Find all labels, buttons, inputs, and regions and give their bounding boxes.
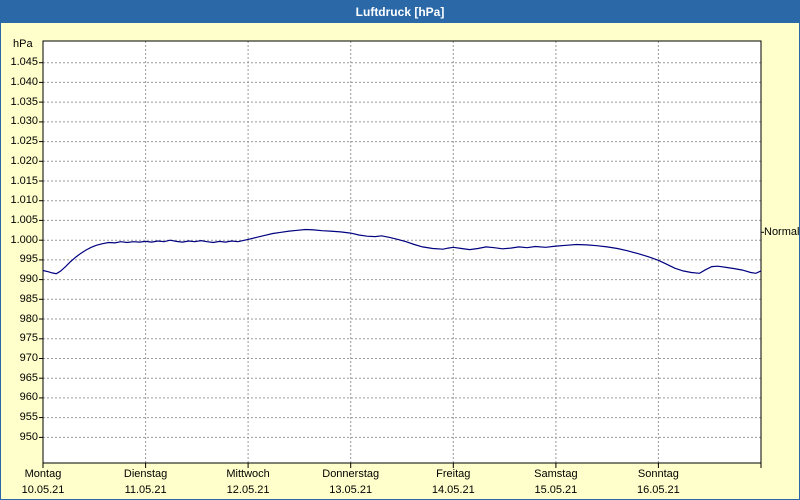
y-axis-tick-label: 955	[19, 411, 38, 424]
x-axis-day-label: Freitag	[436, 468, 471, 480]
x-axis-date-label: 16.05.21	[636, 484, 680, 496]
y-axis-tick-label: 995	[19, 253, 38, 266]
y-axis-tick-label: 1.015	[10, 174, 38, 187]
y-axis-tick-label: 1.005	[10, 213, 38, 226]
x-axis-day-label: Montag	[24, 468, 62, 480]
chart-title: Luftdruck [hPa]	[355, 5, 445, 19]
x-axis-day-label: Dienstag	[123, 468, 168, 480]
pressure-line	[42, 228, 762, 275]
plot-border	[42, 40, 762, 464]
x-axis-day-label: Samstag	[534, 468, 578, 480]
y-axis-tick-label: 970	[19, 352, 38, 364]
y-axis-tick-label: 1.035	[10, 95, 38, 108]
y-axis-tick-label: 1.030	[10, 115, 38, 128]
y-axis-tick-label: 990	[19, 273, 38, 286]
y-axis-tick-label: 960	[19, 391, 38, 404]
y-axis-tick-label: 1.000	[10, 233, 38, 246]
plot-area	[43, 41, 761, 463]
x-axis-date-label: 10.05.21	[21, 484, 65, 496]
x-axis-date-label: 12.05.21	[226, 484, 270, 496]
x-axis-day-label: Mittwoch	[226, 468, 270, 480]
x-axis-day-label: Donnerstag	[322, 468, 380, 480]
x-axis-date-label: 15.05.21	[534, 484, 578, 496]
title-bar: Luftdruck [hPa]	[1, 1, 799, 23]
y-axis-tick-label: 950	[19, 430, 38, 443]
y-axis-tick-label: 975	[19, 332, 38, 345]
x-axis-date-label: 14.05.21	[431, 484, 475, 496]
normal-pressure-label: Normal	[764, 225, 800, 238]
y-axis-tick-label: 1.025	[10, 135, 38, 148]
y-axis-tick-label: 965	[19, 371, 38, 384]
y-axis-tick-label: 1.040	[10, 75, 38, 88]
x-axis-date-label: 13.05.21	[329, 484, 373, 496]
y-axis-tick-label: 980	[19, 312, 38, 325]
y-axis-tick-label: 1.020	[10, 154, 38, 167]
y-axis-unit-label: hPa	[13, 38, 33, 50]
x-axis-date-label: 11.05.21	[124, 484, 167, 496]
y-axis-tick-label: 1.045	[10, 56, 38, 69]
y-axis-tick-label: 985	[19, 292, 38, 305]
x-axis-day-label: Sonntag	[637, 468, 679, 480]
y-axis-tick-label: 1.010	[10, 194, 38, 207]
